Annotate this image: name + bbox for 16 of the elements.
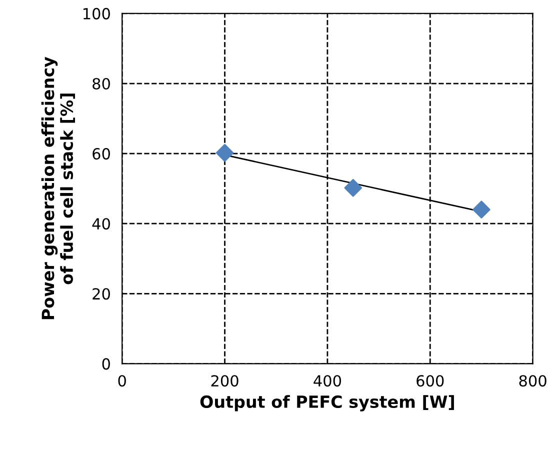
x-tick-label: 200 <box>211 375 238 387</box>
y-tick-label: 20 <box>92 288 110 300</box>
point <box>472 200 490 219</box>
x-tick-label: 400 <box>314 375 342 387</box>
y-tick-label: 100 <box>84 8 110 20</box>
y-tick-label: 60 <box>92 148 110 160</box>
point <box>344 178 362 197</box>
x-tick-label: 600 <box>416 375 444 387</box>
y-tick-label: 40 <box>92 218 110 230</box>
point <box>216 144 234 162</box>
x-tick-label: 0 <box>118 375 126 387</box>
x-axis-title: Output of PEFC system [W] <box>200 395 454 412</box>
y-axis-title: Power generation efficiency of fuel cell stack [%] <box>41 56 76 320</box>
y-tick-label: 80 <box>92 78 110 90</box>
y-tick-label: 0 <box>102 358 110 370</box>
x-tick-label: 800 <box>519 375 546 387</box>
